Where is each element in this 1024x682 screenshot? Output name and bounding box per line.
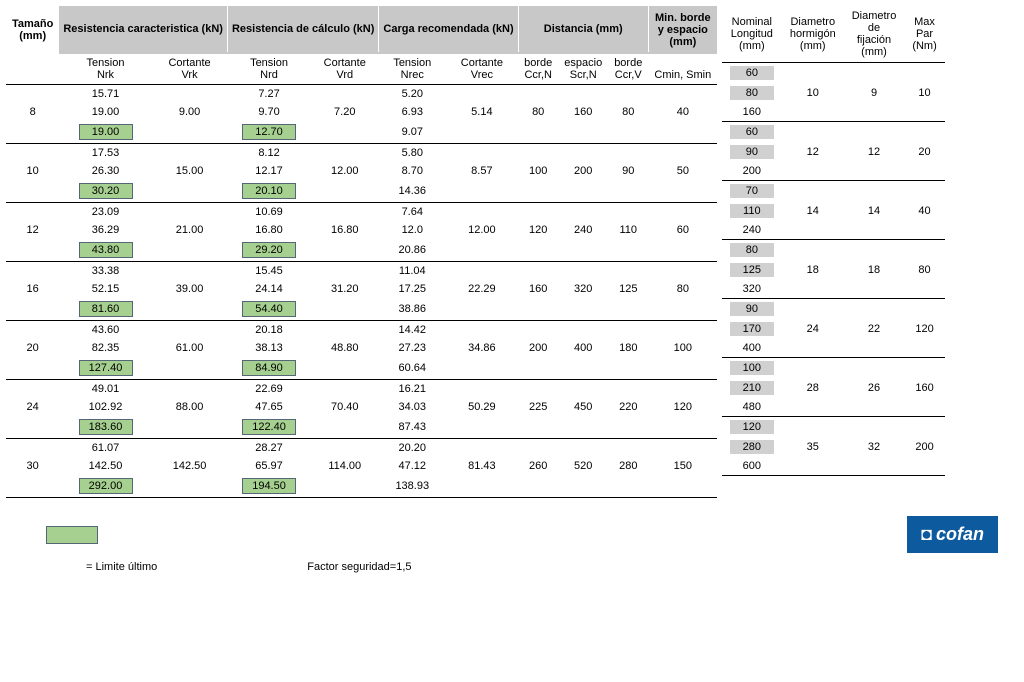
sub-header: TensionNrkCortanteVrkTensionNrdCortanteV… (6, 54, 717, 85)
group-resist-calc: Resistencia de cálculo (kN) (227, 6, 378, 52)
size-header: Tamaño(mm) (6, 6, 59, 54)
group-distancia: Distancia (mm) (518, 6, 648, 52)
legend-swatch (46, 526, 98, 544)
legend-text: = Limite último (86, 561, 157, 573)
right-header: NominalLongitud(mm)Diametrohormigón(mm)D… (722, 6, 945, 63)
group-min: Min. borde y espacio (mm) (648, 6, 717, 54)
group-resist-char: Resistencia caracteristica (kN) (59, 6, 227, 52)
main-table: Tamaño(mm) Resistencia caracteristica (k… (6, 6, 718, 498)
logo-cofan: ◘cofan (907, 516, 998, 553)
group-carga: Carga recomendada (kN) (379, 6, 518, 52)
right-table: NominalLongitud(mm)Diametrohormigón(mm)D… (722, 6, 945, 476)
logo-icon: ◘ (921, 524, 932, 545)
factor-text: Factor seguridad=1,5 (307, 561, 411, 573)
